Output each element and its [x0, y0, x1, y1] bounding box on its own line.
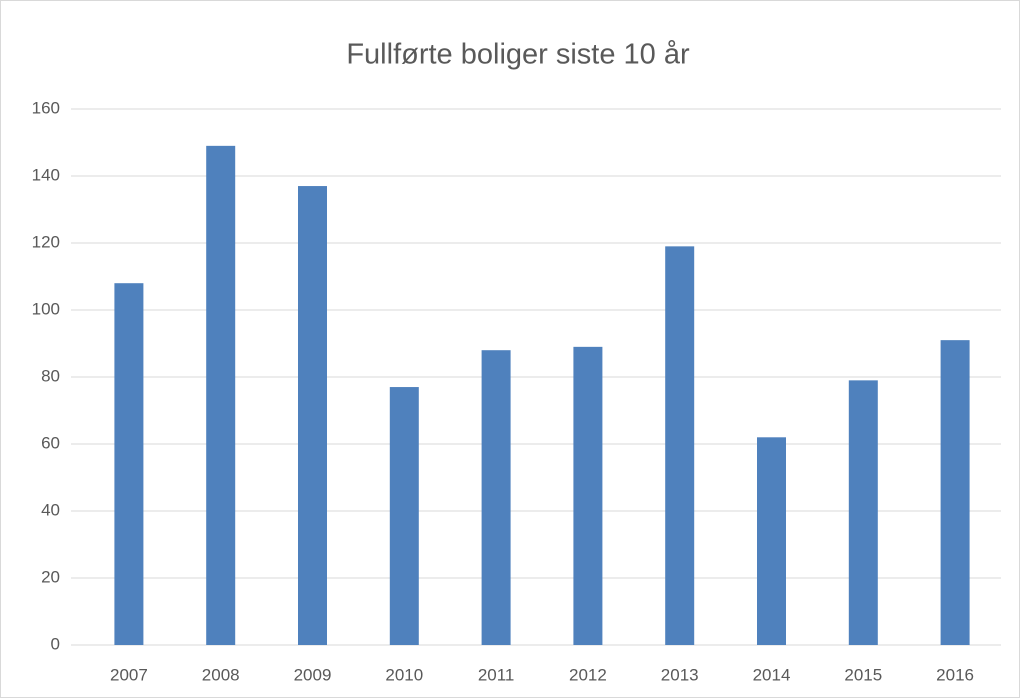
x-tick-label: 2008: [202, 665, 240, 684]
y-tick-label: 80: [41, 366, 60, 385]
y-tick-label: 160: [32, 98, 60, 117]
chart-title: Fullførte boliger siste 10 år: [346, 39, 690, 71]
bar: [114, 283, 144, 645]
x-tick-label: 2014: [753, 665, 791, 684]
x-tick-label: 2015: [844, 665, 882, 684]
bar: [940, 340, 970, 645]
x-tick-label: 2010: [385, 665, 423, 684]
bar: [389, 387, 419, 645]
y-tick-label: 100: [32, 299, 60, 318]
bar: [573, 346, 603, 645]
x-tick-label: 2009: [294, 665, 332, 684]
y-tick-label: 60: [41, 433, 60, 452]
bar: [206, 145, 236, 645]
bar: [757, 437, 786, 645]
y-tick-label: 140: [32, 165, 60, 184]
y-tick-label: 40: [41, 500, 60, 519]
x-tick-label: 2011: [478, 665, 515, 684]
x-tick-label: 2012: [569, 665, 607, 684]
bar: [848, 380, 878, 645]
x-tick-label: 2013: [661, 665, 699, 684]
bar: [298, 186, 327, 646]
bar: [665, 246, 695, 645]
y-tick-label: 0: [51, 634, 60, 653]
y-tick-label: 20: [41, 567, 60, 586]
y-tick-label: 120: [32, 232, 60, 251]
x-tick-label: 2007: [110, 665, 148, 684]
bar: [481, 350, 511, 645]
x-tick-label: 2016: [936, 665, 974, 684]
